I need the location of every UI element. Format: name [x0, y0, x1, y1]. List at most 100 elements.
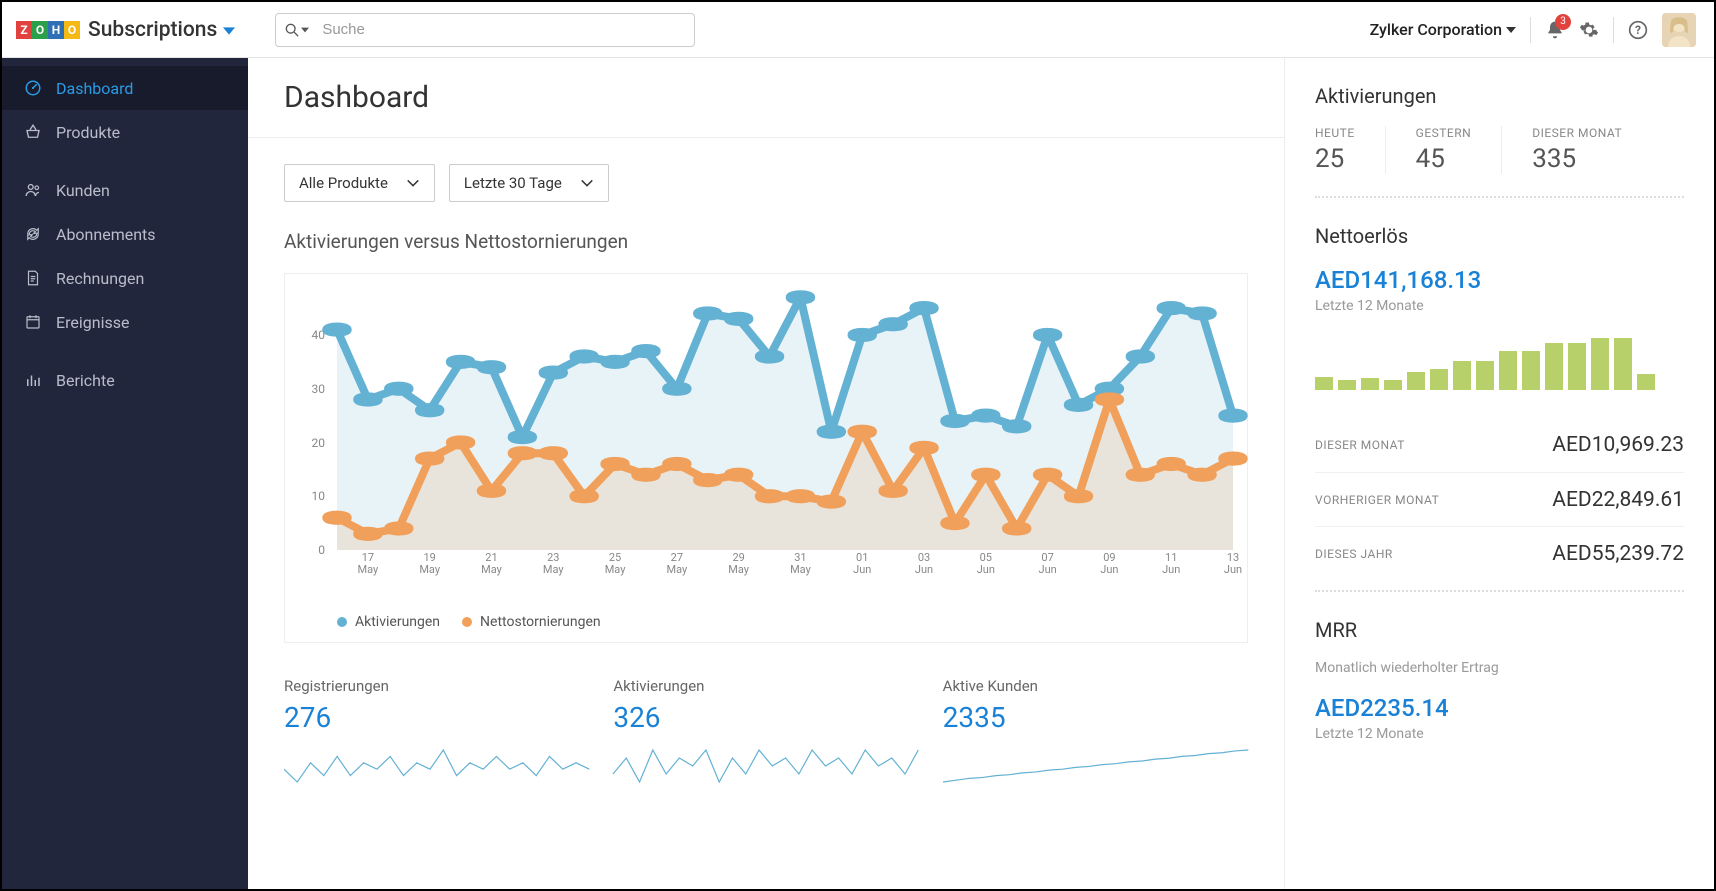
stat-value: 25 — [1315, 144, 1355, 174]
stat-value: 335 — [1532, 144, 1622, 174]
sidebar-item-berichte[interactable]: Berichte — [2, 358, 248, 402]
help-button[interactable]: ? — [1628, 20, 1648, 40]
mini-bar — [1614, 338, 1632, 390]
mini-bar — [1522, 351, 1540, 390]
mrr-sub1: Monatlich wiederholter Ertrag — [1315, 660, 1684, 676]
basket-icon — [24, 123, 42, 141]
sidebar-item-dashboard[interactable]: Dashboard — [2, 66, 248, 110]
kv-label: DIESES JAHR — [1315, 547, 1393, 561]
netrevenue-sub: Letzte 12 Monate — [1315, 298, 1684, 314]
stat-month: DIESER MONAT 335 — [1501, 126, 1652, 174]
dotted-divider — [1315, 196, 1684, 198]
stat-yesterday: GESTERN 45 — [1385, 126, 1502, 174]
netrevenue-bars — [1315, 338, 1684, 390]
logo-letter: H — [48, 21, 64, 39]
mini-bar — [1338, 380, 1356, 390]
spark-label: Aktivierungen — [613, 677, 918, 695]
legend-item: Aktivierungen — [337, 614, 440, 630]
main-chart: 010203040 17May19May21May23May25May27May… — [284, 273, 1248, 643]
notifications-button[interactable]: 3 — [1545, 20, 1565, 40]
activations-title: Aktivierungen — [1315, 84, 1684, 108]
mini-bar — [1407, 372, 1425, 390]
body: Dashboard Produkte Kunden Abonnements Re… — [2, 58, 1714, 889]
sidebar-item-kunden[interactable]: Kunden — [2, 168, 248, 212]
product-filter-label: Alle Produkte — [299, 174, 388, 192]
content: Dashboard Alle Produkte Letzte 30 Tage A… — [248, 58, 1284, 889]
stat-label: DIESER MONAT — [1532, 126, 1622, 140]
topbar: Z O H O Subscriptions Zylker Corporation — [2, 2, 1714, 58]
sparkline — [284, 746, 589, 786]
divider — [1530, 17, 1531, 43]
mini-bar — [1430, 369, 1448, 390]
sidebar-gap — [2, 154, 248, 168]
sidebar-item-abonnements[interactable]: Abonnements — [2, 212, 248, 256]
chart-plot-area — [337, 292, 1233, 550]
mrr-sub2: Letzte 12 Monate — [1315, 726, 1684, 742]
sidebar-item-produkte[interactable]: Produkte — [2, 110, 248, 154]
sidebar-item-ereignisse[interactable]: Ereignisse — [2, 300, 248, 344]
calendar-icon — [24, 313, 42, 331]
mini-bar — [1476, 361, 1494, 390]
dotted-divider — [1315, 590, 1684, 592]
search-input[interactable] — [275, 13, 695, 47]
stat-value: 45 — [1416, 144, 1472, 174]
spark-card: Aktivierungen326 — [613, 677, 918, 790]
sidebar-gap — [2, 344, 248, 358]
divider — [248, 137, 1284, 138]
mini-bar — [1499, 351, 1517, 390]
mini-bar — [1361, 378, 1379, 390]
chart-legend: Aktivierungen Nettostornierungen — [337, 614, 601, 630]
mini-bar — [1591, 338, 1609, 390]
mini-bar — [1568, 343, 1586, 390]
mini-bar — [1315, 377, 1333, 390]
sidebar-item-label: Kunden — [56, 181, 110, 200]
gear-icon — [1579, 20, 1599, 40]
chevron-down-icon — [1506, 25, 1516, 35]
mini-bar — [1637, 374, 1655, 390]
brand[interactable]: Z O H O Subscriptions — [16, 18, 235, 42]
org-name: Zylker Corporation — [1370, 20, 1502, 39]
avatar-icon — [1662, 13, 1696, 47]
spark-value: 276 — [284, 701, 589, 734]
kv-label: DIESER MONAT — [1315, 438, 1405, 452]
chart-svg — [337, 292, 1233, 550]
logo-letter: O — [64, 21, 80, 39]
daterange-filter[interactable]: Letzte 30 Tage — [449, 164, 609, 202]
sidebar-item-rechnungen[interactable]: Rechnungen — [2, 256, 248, 300]
kv-row: VORHERIGER MONAT AED22,849.61 — [1315, 472, 1684, 526]
main: Dashboard Alle Produkte Letzte 30 Tage A… — [248, 58, 1714, 889]
kv-label: VORHERIGER MONAT — [1315, 493, 1439, 507]
app-root: Z O H O Subscriptions Zylker Corporation — [0, 0, 1716, 891]
mini-bar — [1384, 380, 1402, 390]
legend-swatch — [462, 617, 472, 627]
mrr-title: MRR — [1315, 618, 1684, 642]
mini-bar — [1545, 343, 1563, 390]
sidebar-item-label: Dashboard — [56, 79, 133, 98]
stat-today: HEUTE 25 — [1315, 126, 1385, 174]
spark-value: 2335 — [943, 701, 1248, 734]
brand-caret-icon — [219, 18, 235, 42]
settings-button[interactable] — [1579, 20, 1599, 40]
netrevenue-title: Nettoerlös — [1315, 224, 1684, 248]
sidebar-item-label: Produkte — [56, 123, 120, 142]
user-avatar[interactable] — [1662, 13, 1696, 47]
notification-badge: 3 — [1555, 14, 1571, 30]
product-filter[interactable]: Alle Produkte — [284, 164, 435, 202]
search-icon[interactable] — [285, 22, 309, 38]
logo-letter: Z — [16, 21, 32, 39]
legend-label: Nettostornierungen — [480, 614, 601, 630]
search-wrap — [275, 13, 695, 47]
netrevenue-rows: DIESER MONAT AED10,969.23 VORHERIGER MON… — [1315, 418, 1684, 580]
kv-value: AED22,849.61 — [1552, 488, 1684, 512]
main-chart-title: Aktivierungen versus Nettostornierungen — [284, 230, 1248, 253]
org-switcher[interactable]: Zylker Corporation — [1370, 20, 1516, 39]
brand-title: Subscriptions — [88, 18, 217, 42]
divider — [1613, 17, 1614, 43]
chevron-down-icon — [301, 22, 309, 38]
right-panel: Aktivierungen HEUTE 25 GESTERN 45 DIESER… — [1284, 58, 1714, 889]
activations-stats: HEUTE 25 GESTERN 45 DIESER MONAT 335 — [1315, 126, 1684, 174]
spark-card: Aktive Kunden2335 — [943, 677, 1248, 790]
netrevenue-headline: AED141,168.13 — [1315, 266, 1684, 294]
invoice-icon — [24, 269, 42, 287]
svg-text:?: ? — [1635, 23, 1641, 37]
